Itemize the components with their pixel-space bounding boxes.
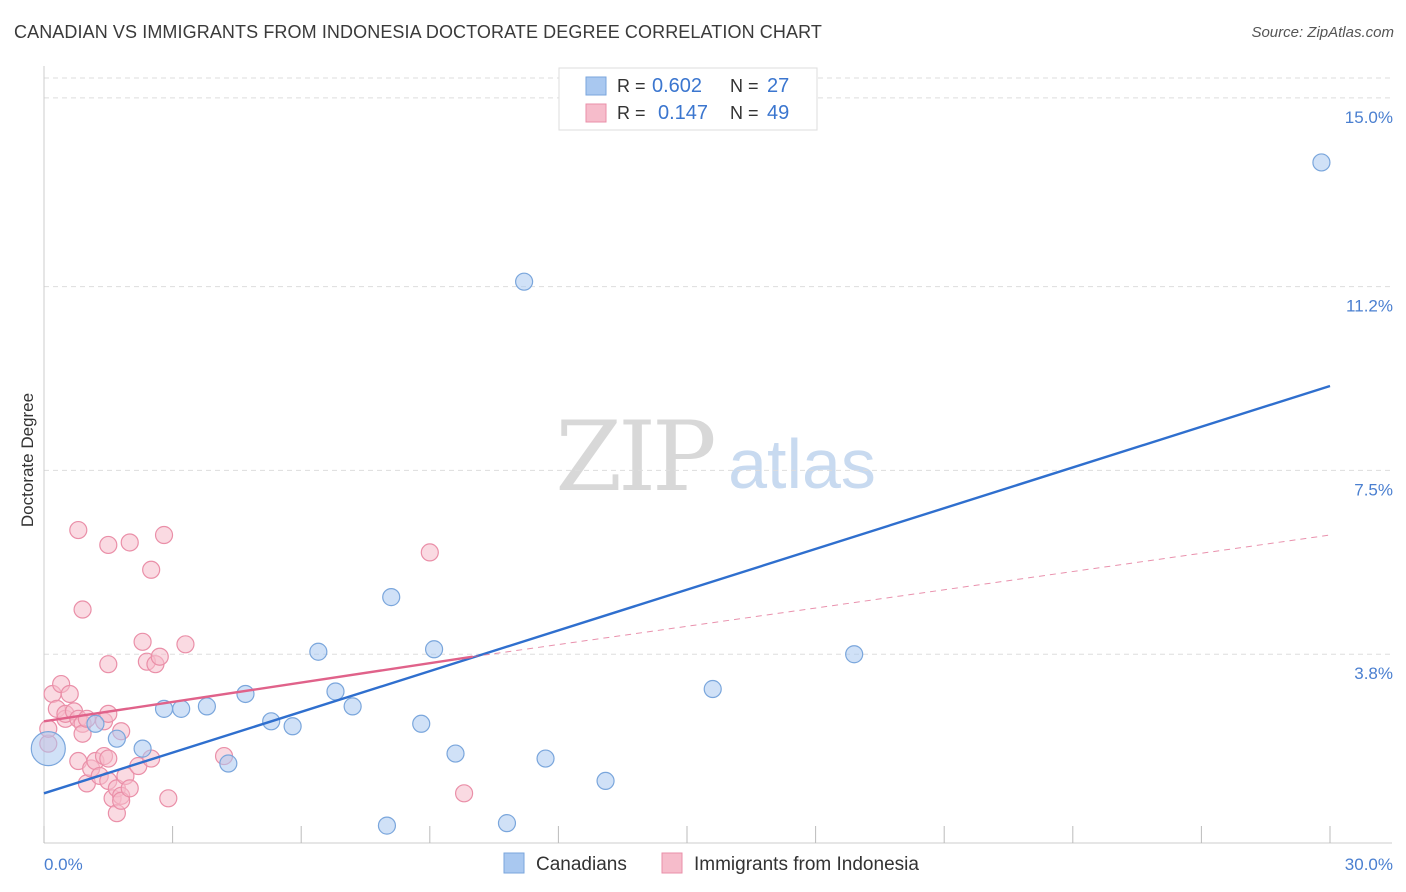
data-point xyxy=(107,729,126,748)
data-point xyxy=(172,699,191,718)
data-point xyxy=(99,655,118,674)
legend-n-value: 27 xyxy=(767,75,789,97)
data-point xyxy=(382,588,401,607)
data-point xyxy=(219,754,238,773)
y-tick-label-1: 7.5% xyxy=(1354,480,1393,499)
data-point xyxy=(154,525,174,545)
data-point xyxy=(60,684,79,704)
y-tick-label-3: 15.0% xyxy=(1345,108,1393,127)
data-point xyxy=(30,731,66,767)
legend-r-label: R = xyxy=(617,103,646,123)
trend-line-1 xyxy=(43,655,473,723)
bottom-legend-swatch xyxy=(503,852,525,874)
data-point xyxy=(446,744,465,763)
data-point xyxy=(69,520,88,540)
bottom-legend-label: Immigrants from Indonesia xyxy=(694,854,919,875)
data-point xyxy=(133,739,152,758)
data-point xyxy=(159,789,178,808)
data-point xyxy=(99,749,118,768)
data-point xyxy=(99,535,118,555)
legend-r-label: R = xyxy=(617,76,646,96)
legend-swatch xyxy=(585,103,607,123)
bottom-legend-label: Canadians xyxy=(536,854,627,875)
x-tick-label-0: 0.0% xyxy=(44,855,83,874)
data-point xyxy=(343,697,362,716)
data-point xyxy=(515,272,534,291)
data-point xyxy=(142,560,161,579)
data-point xyxy=(197,697,216,716)
y-tick-label-0: 3.8% xyxy=(1354,664,1393,683)
data-point xyxy=(176,635,195,654)
legend-n-value: 49 xyxy=(767,102,789,124)
data-point xyxy=(845,645,864,664)
legend-r-value: 0.602 xyxy=(652,75,702,97)
data-point xyxy=(377,816,397,835)
data-point xyxy=(1312,153,1331,172)
bottom-legend-swatch xyxy=(661,852,683,874)
trend-line-extension-1 xyxy=(472,534,1331,658)
chart-title: CANADIAN VS IMMIGRANTS FROM INDONESIA DO… xyxy=(14,22,822,42)
bottom-legend: Canadians Immigrants from Indonesia xyxy=(503,852,919,875)
data-point xyxy=(283,717,302,736)
data-point xyxy=(112,791,131,810)
legend-r-value: 0.147 xyxy=(658,102,708,124)
data-point xyxy=(454,784,474,803)
data-point xyxy=(86,714,105,733)
legend-n-label: N = xyxy=(730,76,759,96)
x-tick-label-1: 30.0% xyxy=(1345,855,1393,874)
watermark-atlas: atlas xyxy=(728,425,876,503)
y-tick-label-2: 11.2% xyxy=(1346,297,1393,316)
legend-swatch xyxy=(585,76,607,96)
data-point xyxy=(424,640,444,659)
legend-box: R = 0.602 N = 27 R = 0.147 N = 49 xyxy=(558,67,818,131)
series-canadians-points xyxy=(30,153,1331,835)
trend-line-0 xyxy=(43,384,1331,795)
legend-n-label: N = xyxy=(730,103,759,123)
data-point xyxy=(326,682,345,701)
data-point xyxy=(150,647,169,666)
data-point xyxy=(120,779,139,798)
data-point xyxy=(236,684,255,704)
data-point xyxy=(73,600,92,619)
data-point xyxy=(703,679,722,699)
series-indonesia-points xyxy=(39,520,474,823)
data-point xyxy=(420,543,439,562)
data-point xyxy=(497,814,517,833)
data-point xyxy=(309,642,328,661)
chart-source: Source: ZipAtlas.com xyxy=(1251,24,1394,41)
data-point xyxy=(536,749,555,768)
data-point xyxy=(133,632,152,651)
data-point xyxy=(596,771,615,791)
watermark-zip: ZIP xyxy=(555,401,714,513)
data-point xyxy=(412,714,431,733)
data-point xyxy=(120,533,139,552)
